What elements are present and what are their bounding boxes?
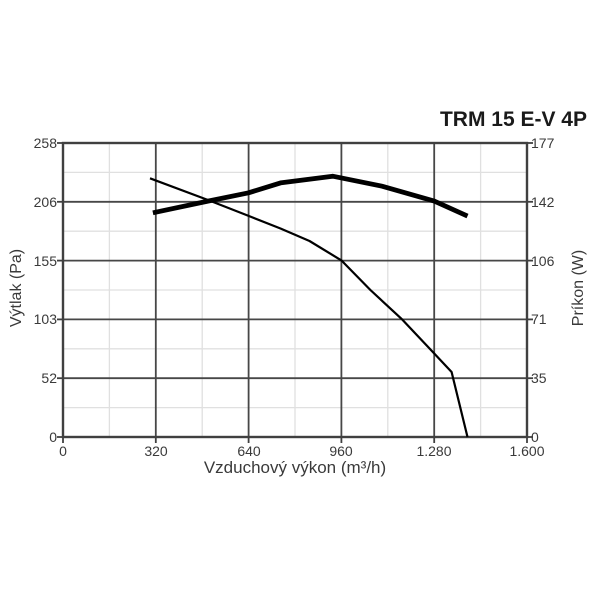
x-tick-label: 960 bbox=[329, 443, 353, 459]
y-right-tick-label: 71 bbox=[531, 311, 547, 327]
power-curve bbox=[152, 173, 469, 219]
plot-area bbox=[57, 141, 533, 443]
y-right-tick-label: 177 bbox=[531, 135, 555, 151]
x-tick-label: 1.280 bbox=[416, 443, 452, 459]
y-right-tick-label: 0 bbox=[531, 429, 539, 445]
y-left-tick-label: 206 bbox=[33, 194, 57, 210]
y-left-tick-label: 258 bbox=[33, 135, 57, 151]
pressure-curve bbox=[149, 177, 469, 438]
y-left-tick-label: 0 bbox=[49, 429, 57, 445]
x-tick-label: 640 bbox=[237, 443, 261, 459]
y-right-tick-label: 142 bbox=[531, 194, 555, 210]
y-left-tick-label: 52 bbox=[41, 370, 57, 386]
y-right-tick-label: 35 bbox=[531, 370, 547, 386]
x-tick-label: 0 bbox=[59, 443, 67, 459]
y-right-tick-label: 106 bbox=[531, 253, 555, 269]
y-right-axis-title: Príkon (W) bbox=[570, 249, 587, 327]
x-tick-label: 1.600 bbox=[509, 443, 545, 459]
y-left-tick-label: 103 bbox=[33, 311, 57, 327]
x-axis-title: Vzduchový výkon (m³/h) bbox=[203, 458, 387, 477]
y-left-axis-title: Výtlak (Pa) bbox=[8, 248, 25, 328]
x-tick-label: 320 bbox=[144, 443, 168, 459]
y-left-tick-label: 155 bbox=[33, 253, 57, 269]
chart-title: TRM 15 E-V 4P bbox=[439, 108, 587, 131]
